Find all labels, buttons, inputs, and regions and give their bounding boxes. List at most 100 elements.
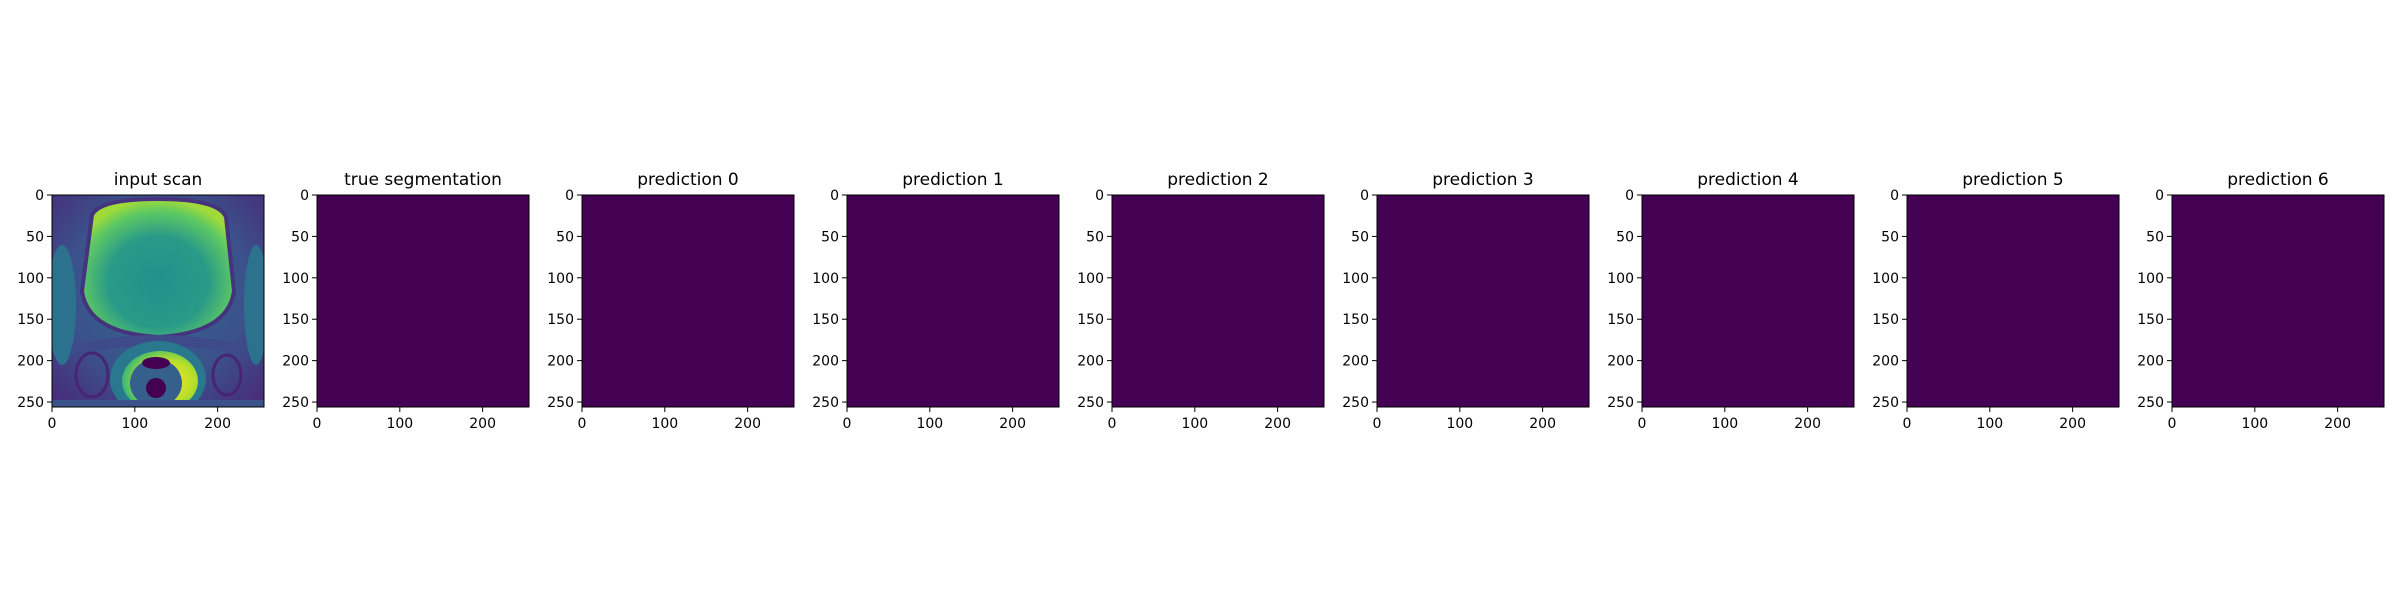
subplot-title: prediction 5	[1962, 170, 2064, 190]
y-tick-label: 200	[547, 354, 574, 370]
y-tick-label: 200	[1872, 354, 1899, 370]
x-tick-label: 100	[386, 416, 413, 432]
y-tick-label: 250	[1342, 395, 1369, 411]
y-tick-label: 150	[1342, 312, 1369, 328]
x-tick-label: 100	[1711, 416, 1738, 432]
y-tick-label: 150	[17, 312, 44, 328]
y-tick-label: 0	[1095, 188, 1104, 204]
subplot-title: prediction 6	[2227, 170, 2329, 190]
y-tick-label: 200	[1077, 354, 1104, 370]
x-tick-label: 200	[999, 416, 1026, 432]
subplot: input scan 0 100 200 0 50 100 150 200 250	[17, 170, 268, 432]
y-tick-label: 150	[1077, 312, 1104, 328]
heatmap-image	[2172, 195, 2384, 407]
y-tick-label: 250	[2137, 395, 2164, 411]
x-tick-label: 0	[1108, 416, 1117, 432]
subplot: true segmentation 0 100 200 0 50 100 150 200 250	[282, 170, 529, 432]
subplot: prediction 3 0 100 200 0 50 100 150 200 250	[1342, 170, 1589, 432]
x-tick-label: 200	[1264, 416, 1291, 432]
y-tick-label: 50	[556, 229, 574, 245]
y-tick-label: 50	[1086, 229, 1104, 245]
y-tick-label: 50	[2146, 229, 2164, 245]
y-tick-label: 250	[17, 395, 44, 411]
subplot-title: prediction 4	[1697, 170, 1799, 190]
subplot: prediction 1 0 100 200 0 50 100 150 200 250	[812, 170, 1059, 432]
x-tick-label: 100	[1181, 416, 1208, 432]
y-tick-label: 50	[26, 229, 44, 245]
y-tick-label: 50	[1881, 229, 1899, 245]
heatmap-image	[1377, 195, 1589, 407]
y-tick-label: 0	[1360, 188, 1369, 204]
x-tick-label: 200	[2059, 416, 2086, 432]
y-tick-label: 100	[812, 271, 839, 287]
heatmap-image	[847, 195, 1059, 407]
x-tick-label: 100	[2241, 416, 2268, 432]
y-tick-label: 150	[812, 312, 839, 328]
y-tick-label: 250	[1607, 395, 1634, 411]
scan-dark-spot-2	[146, 378, 166, 398]
y-tick-label: 150	[1872, 312, 1899, 328]
y-tick-label: 200	[2137, 354, 2164, 370]
x-tick-label: 100	[651, 416, 678, 432]
x-tick-label: 0	[843, 416, 852, 432]
y-tick-label: 50	[291, 229, 309, 245]
subplot-title: input scan	[114, 170, 203, 190]
x-tick-label: 200	[2324, 416, 2351, 432]
y-tick-label: 150	[282, 312, 309, 328]
y-tick-label: 50	[1616, 229, 1634, 245]
x-tick-label: 100	[121, 416, 148, 432]
x-tick-label: 200	[1794, 416, 1821, 432]
y-tick-label: 200	[282, 354, 309, 370]
scan-image	[48, 195, 268, 417]
subplot: prediction 60 100 200050100150200250	[2137, 170, 2384, 432]
y-tick-label: 100	[17, 271, 44, 287]
subplot-title: prediction 0	[637, 170, 739, 190]
y-tick-label: 0	[35, 188, 44, 204]
x-tick-label: 200	[469, 416, 496, 432]
y-tick-label: 250	[1077, 395, 1104, 411]
x-tick-label: 100	[1976, 416, 2003, 432]
heatmap-image	[1642, 195, 1854, 407]
subplot: prediction 4 0 100 200 0 50 100 150 200 250	[1607, 170, 1854, 432]
x-tick-label: 0	[1903, 416, 1912, 432]
x-tick-label: 0	[48, 416, 57, 432]
y-tick-label: 200	[1607, 354, 1634, 370]
y-tick-label: 50	[821, 229, 839, 245]
y-tick-label: 0	[565, 188, 574, 204]
y-tick-label: 0	[1625, 188, 1634, 204]
subplot-title: prediction 2	[1167, 170, 1269, 190]
y-tick-label: 200	[812, 354, 839, 370]
subplot-title: prediction 3	[1432, 170, 1534, 190]
scan-dark-spot-1	[142, 357, 170, 369]
x-tick-label: 200	[1529, 416, 1556, 432]
y-tick-label: 200	[17, 354, 44, 370]
x-tick-label: 100	[916, 416, 943, 432]
subplot-title: true segmentation	[344, 170, 502, 190]
y-tick-label: 100	[2137, 271, 2164, 287]
y-tick-label: 200	[1342, 354, 1369, 370]
subplot: prediction 2 0 100 200 0 50 100 150 200 250	[1077, 170, 1324, 432]
y-tick-label: 100	[1077, 271, 1104, 287]
subplot: prediction 0 0 100 200 0 50 100 150 200 250	[547, 170, 794, 432]
heatmap-image	[582, 195, 794, 407]
heatmap-image	[1907, 195, 2119, 407]
subplot: prediction 50 100 200050100150200250	[1872, 170, 2119, 432]
y-tick-label: 100	[547, 271, 574, 287]
y-tick-label: 100	[282, 271, 309, 287]
y-tick-label: 100	[1872, 271, 1899, 287]
y-tick-label: 150	[1607, 312, 1634, 328]
x-tick-label: 0	[578, 416, 587, 432]
y-tick-label: 0	[830, 188, 839, 204]
x-tick-label: 0	[2168, 416, 2177, 432]
y-tick-label: 0	[2155, 188, 2164, 204]
x-tick-label: 100	[1446, 416, 1473, 432]
x-tick-label: 0	[1373, 416, 1382, 432]
scan-bottom-edge	[52, 400, 264, 407]
subplot-title: prediction 1	[902, 170, 1004, 190]
y-tick-label: 250	[282, 395, 309, 411]
y-tick-label: 100	[1342, 271, 1369, 287]
y-tick-label: 250	[547, 395, 574, 411]
scan-bladder	[82, 199, 234, 337]
x-tick-label: 200	[734, 416, 761, 432]
y-tick-label: 150	[547, 312, 574, 328]
